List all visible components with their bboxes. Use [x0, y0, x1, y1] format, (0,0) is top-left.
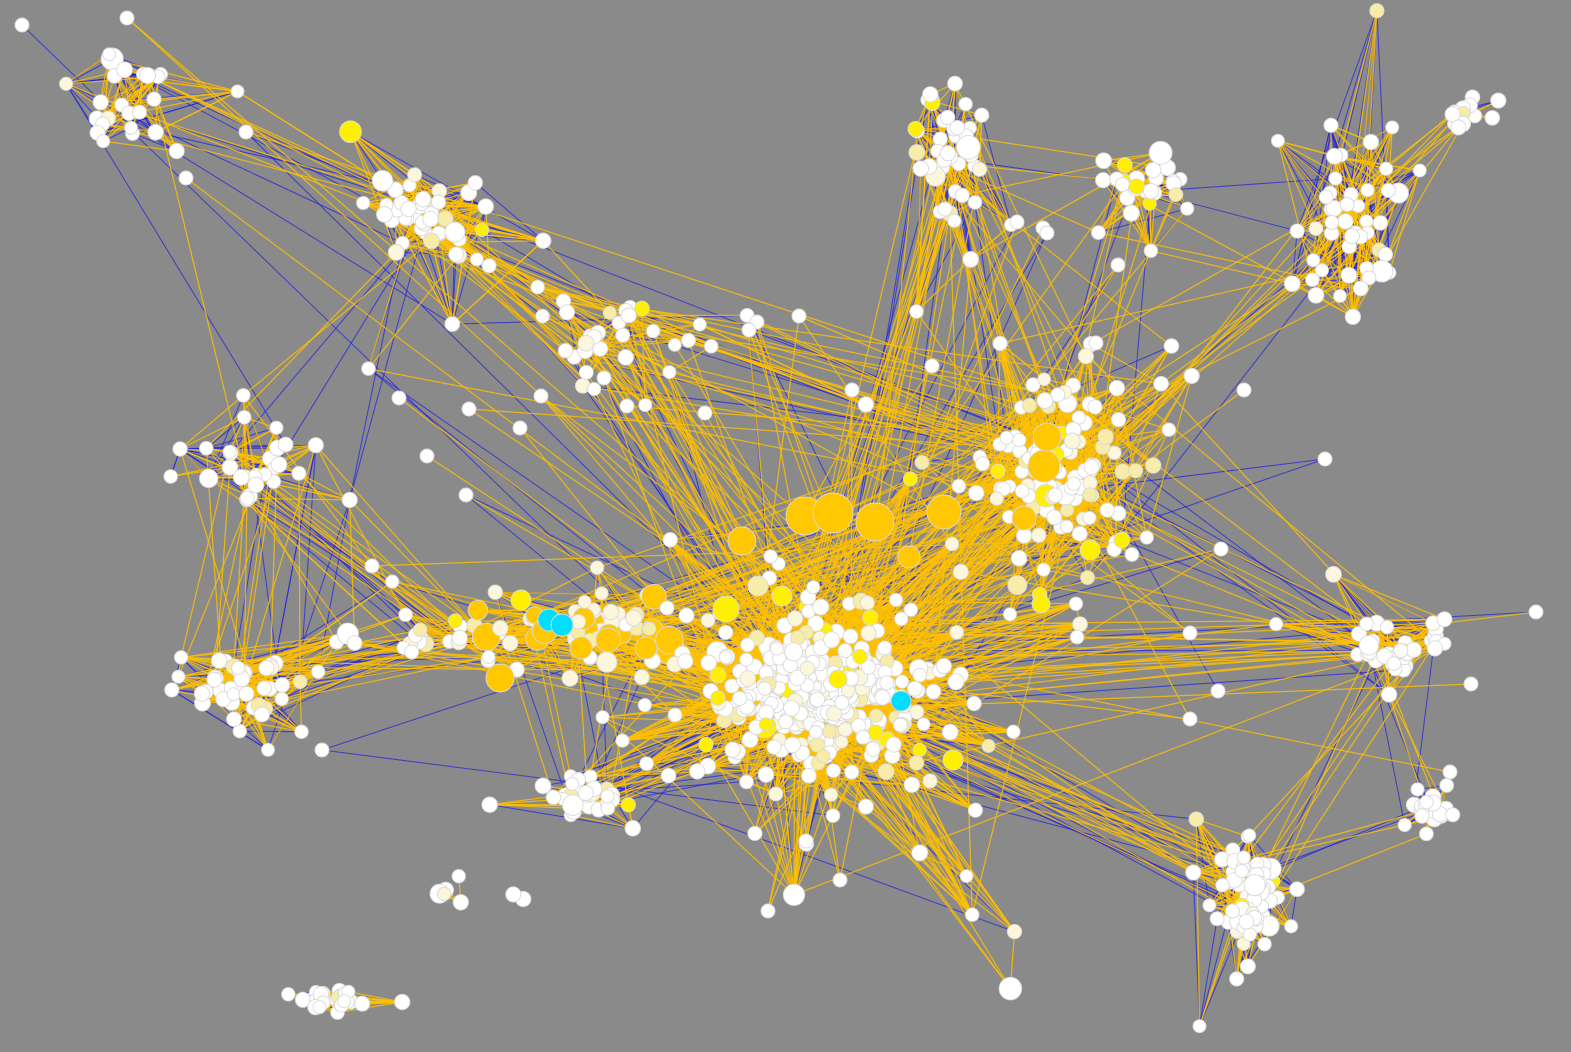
graph-edge: [734, 756, 867, 808]
graph-edge: [474, 182, 544, 242]
graph-edge: [154, 90, 239, 133]
graph-edge: [179, 448, 481, 640]
graph-edge: [146, 74, 178, 152]
graph-edge: [180, 633, 349, 659]
graph-edge: [102, 140, 178, 152]
graph-edge: [299, 681, 303, 733]
graph-edge: [1291, 230, 1298, 285]
graph-edge: [153, 90, 239, 100]
graph-edge: [489, 804, 634, 829]
graph-edge: [218, 659, 269, 751]
graph-edge: [243, 416, 283, 700]
graph-edge: [349, 131, 544, 242]
graph-edge: [123, 69, 423, 230]
graph-edge: [208, 394, 244, 479]
graph-edge: [205, 416, 245, 449]
graph-edge: [1267, 659, 1377, 888]
graph-edge: [1198, 918, 1218, 1027]
graph-edge: [1376, 10, 1390, 274]
graph-edge: [349, 131, 397, 254]
graph-edge: [451, 253, 457, 325]
graph-edge: [177, 633, 349, 678]
graph-edge: [1064, 345, 1172, 393]
graph-edge: [171, 689, 269, 751]
graph-edge: [668, 345, 712, 373]
graph-edge: [1368, 644, 1406, 826]
graph-edge: [1103, 160, 1181, 180]
graph-edge: [349, 204, 431, 501]
graph-edge: [621, 702, 720, 742]
graph-edge: [1192, 871, 1201, 1027]
graph-edge: [1090, 464, 1408, 650]
graph-edge: [218, 633, 349, 662]
graph-edge: [179, 394, 244, 450]
graph-edge: [409, 184, 487, 208]
graph-edge: [155, 131, 487, 208]
graph-edge: [622, 334, 676, 346]
graph-edge: [349, 131, 440, 192]
graph-edge: [179, 416, 245, 450]
graph-edge: [201, 698, 283, 704]
graph-edge: [281, 641, 338, 686]
graph-edge: [961, 194, 1001, 445]
graph-edge: [177, 641, 338, 678]
graph-edge: [96, 73, 144, 120]
graph-edge: [240, 416, 245, 478]
graph-edge: [1332, 573, 1405, 653]
graph-edge: [239, 730, 303, 733]
graph-edge: [243, 416, 246, 477]
graph-edge: [205, 427, 277, 449]
graph-edge: [111, 58, 239, 93]
graph-edge: [281, 629, 421, 700]
graph-edge: [591, 676, 643, 794]
graph-edge: [1333, 10, 1378, 157]
graph-edge: [429, 218, 671, 373]
